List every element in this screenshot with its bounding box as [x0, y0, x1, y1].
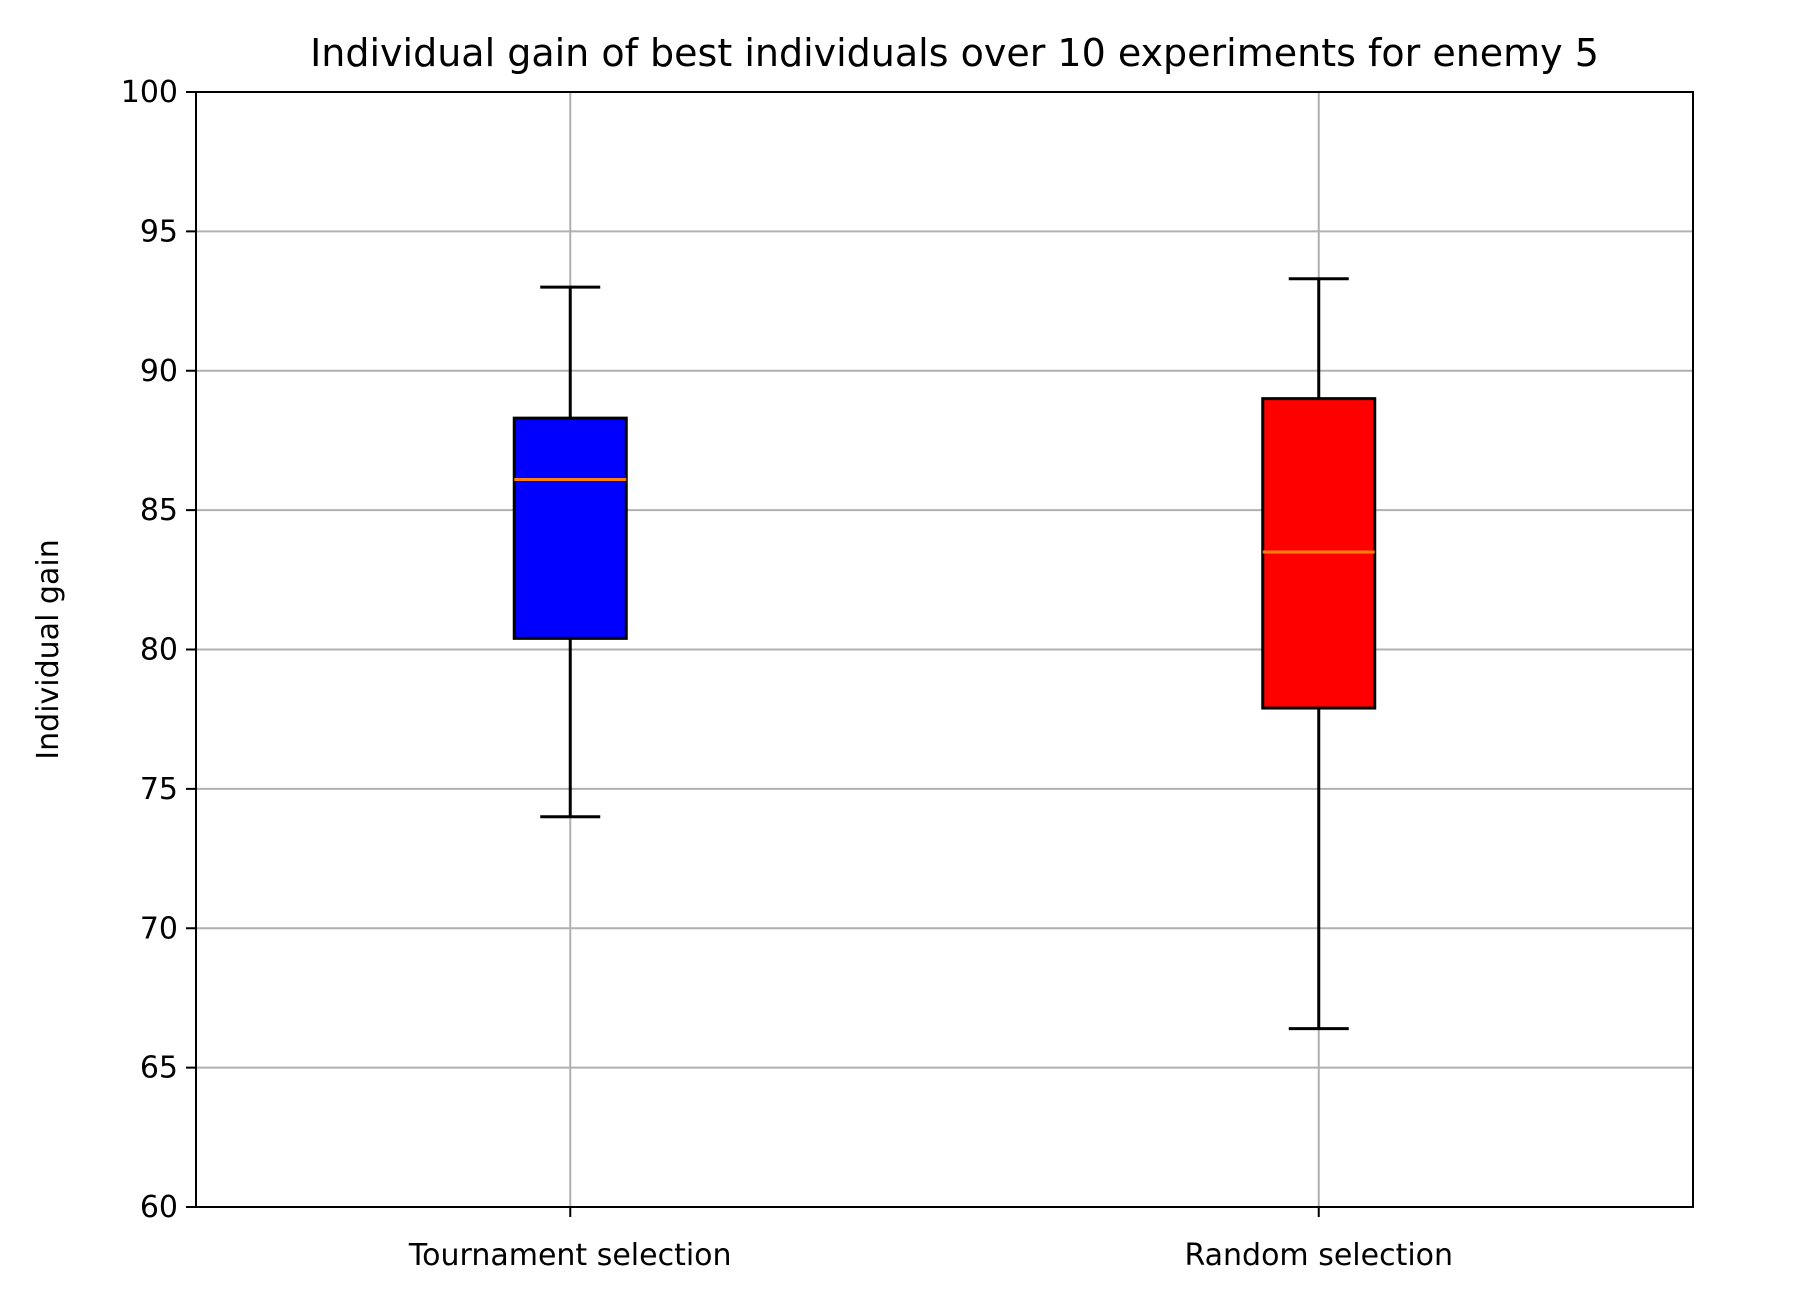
box-group-1 [512, 285, 628, 819]
box-body [512, 416, 628, 640]
y-tick-label: 65 [140, 1051, 178, 1086]
x-tick-label: Tournament selection [408, 1238, 732, 1273]
grid-lines [196, 92, 1693, 1207]
y-tick-label: 90 [140, 354, 178, 389]
y-tick-label: 75 [140, 772, 178, 807]
y-tick-label: 80 [140, 633, 178, 668]
chart-title: Individual gain of best individuals over… [310, 31, 1599, 75]
y-tick-label: 85 [140, 493, 178, 528]
x-tick-label: Random selection [1184, 1238, 1453, 1273]
y-tick-label: 95 [140, 214, 178, 249]
y-axis-label: Individual gain [31, 539, 66, 759]
box-series [512, 277, 1377, 1031]
y-tick-label: 70 [140, 911, 178, 946]
y-tick-label: 100 [121, 75, 178, 110]
axis-ticks: 60 65 70 75 80 85 90 95 100 Tournament selection R… [121, 75, 1453, 1273]
box-group-2 [1261, 277, 1377, 1031]
y-tick-label: 60 [140, 1190, 178, 1225]
